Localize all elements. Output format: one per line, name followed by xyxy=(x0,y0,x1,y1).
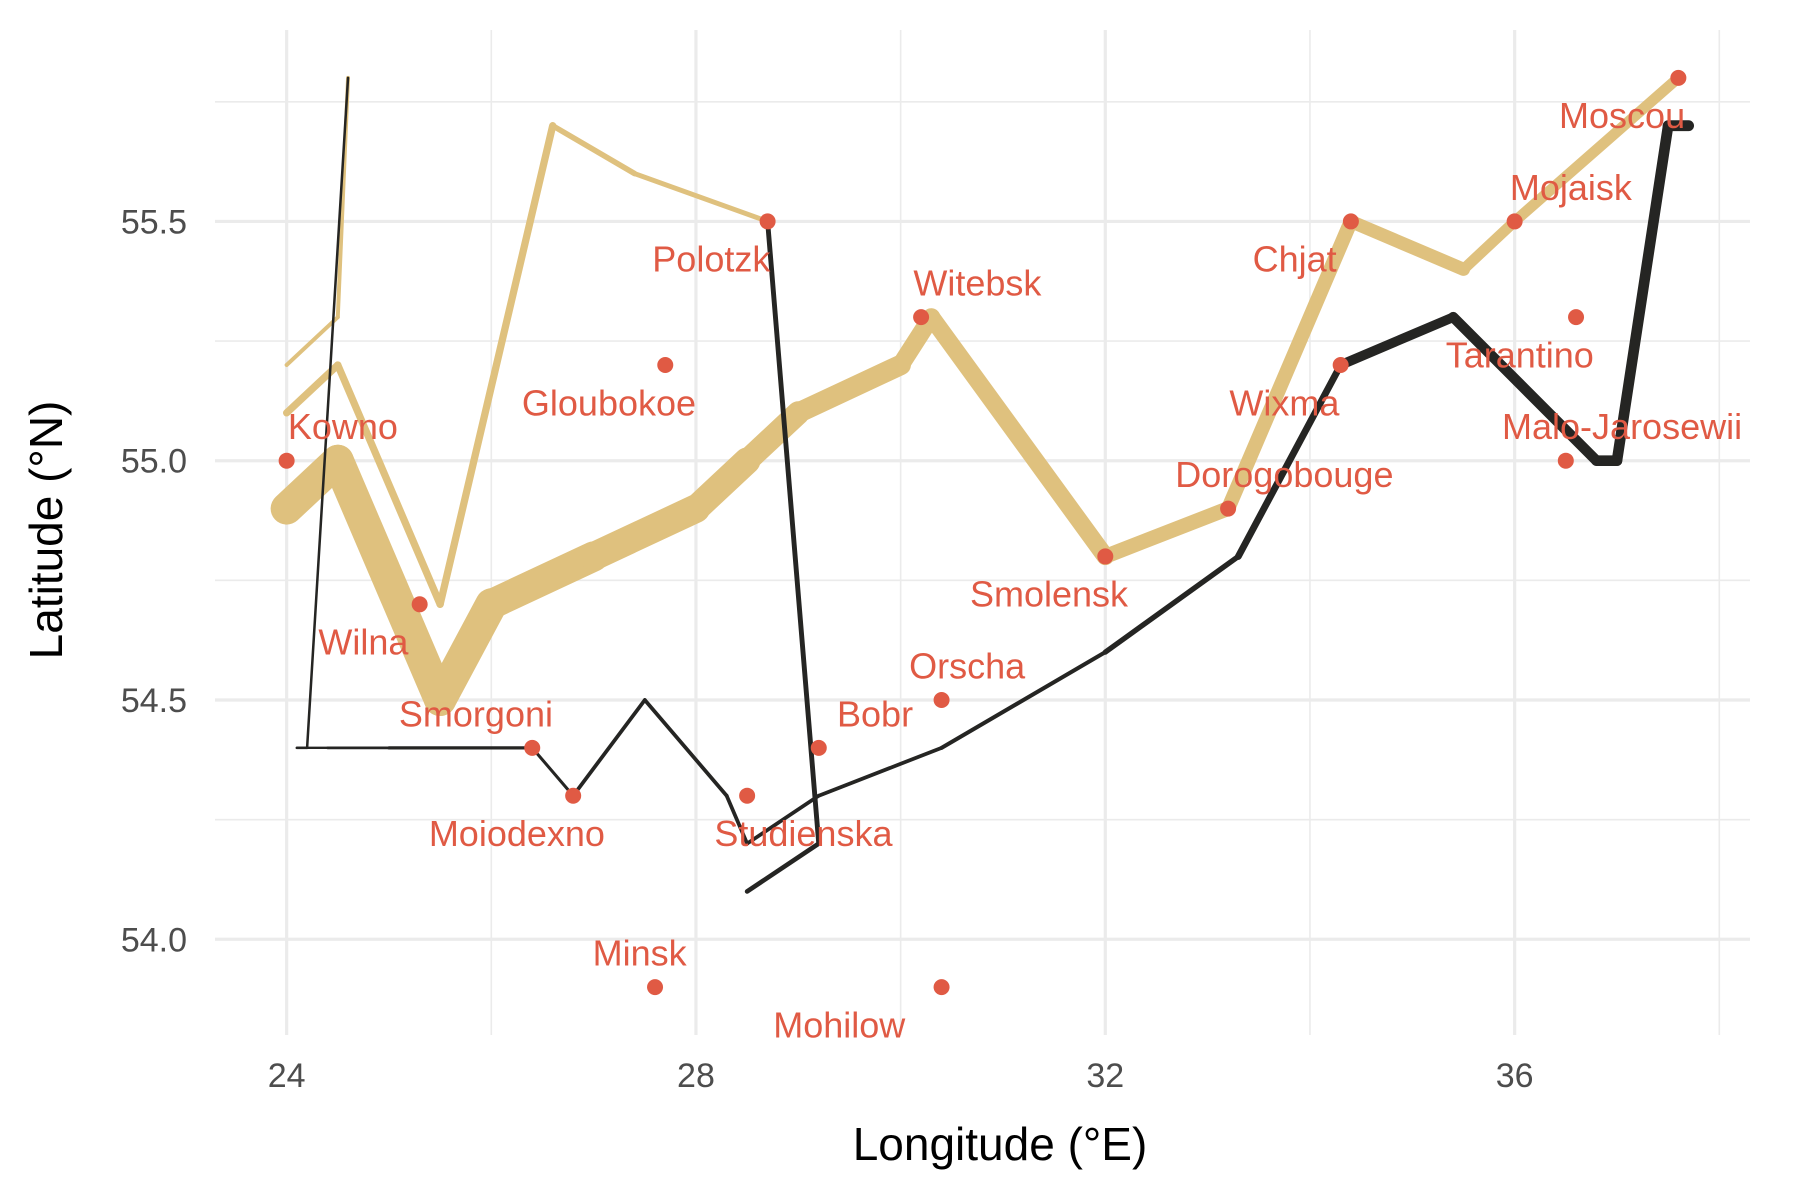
advance-path-segment xyxy=(424,588,508,716)
city-label: Smolensk xyxy=(970,574,1129,615)
x-tick-label: 28 xyxy=(677,1057,715,1095)
advance-path-segment xyxy=(1344,214,1471,276)
retreat-path-segment xyxy=(939,650,1108,750)
city-point xyxy=(759,213,776,230)
city-point xyxy=(1557,452,1574,469)
x-tick-label: 36 xyxy=(1496,1057,1534,1095)
advance-path-segment xyxy=(549,122,638,177)
x-axis-title: Longitude (°E) xyxy=(853,1118,1148,1170)
city-point xyxy=(565,787,582,804)
city-point xyxy=(1332,357,1349,373)
retreat-path-segment xyxy=(1102,553,1241,655)
city-point xyxy=(1220,500,1237,517)
city-label: Minsk xyxy=(593,933,688,974)
advance-path-segment xyxy=(1458,216,1521,275)
advance-path-segment xyxy=(891,308,941,374)
city-point xyxy=(1097,548,1114,565)
retreat-path-segment xyxy=(744,841,822,894)
city-point xyxy=(657,357,674,373)
city-point xyxy=(524,739,541,756)
y-tick-label: 54.0 xyxy=(121,921,187,959)
retreat-path-segment xyxy=(1611,120,1674,467)
y-tick-label: 55.5 xyxy=(121,203,187,241)
y-axis-title: Latitude (°N) xyxy=(20,401,72,660)
city-point xyxy=(1342,213,1359,230)
city-labels: Kowno Wilna Smorgoni Moiodexno Gloubokoe Mins… xyxy=(288,95,1742,1045)
city-label: Moiodexno xyxy=(429,813,605,854)
city-label: Witebsk xyxy=(913,263,1042,304)
y-tick-label: 54.5 xyxy=(121,682,187,720)
advance-path-segment xyxy=(682,447,761,522)
retreat-path-segment xyxy=(724,793,750,846)
city-label: Mojaisk xyxy=(1510,167,1633,208)
city-point xyxy=(933,692,950,708)
retreat-path-segment xyxy=(765,218,822,847)
advance-path-segment xyxy=(1220,214,1359,516)
advance-path-segment xyxy=(735,401,810,473)
x-tick-label: 24 xyxy=(268,1057,306,1095)
retreat-path-segment xyxy=(745,793,821,846)
city-label: Mohilow xyxy=(773,1004,906,1045)
retreat-path-segment xyxy=(816,745,944,798)
city-label: Dorogobouge xyxy=(1175,454,1393,495)
advance-path-segment xyxy=(1097,501,1236,564)
retreat-path-segment xyxy=(571,698,647,798)
city-label: Orscha xyxy=(909,646,1026,687)
city-point xyxy=(810,739,827,756)
city-point xyxy=(739,787,756,804)
advance-path-segment xyxy=(436,122,557,608)
city-point xyxy=(1568,309,1585,326)
major-gridlines xyxy=(215,30,1750,1035)
retreat-path-segment xyxy=(1335,312,1459,370)
city-point xyxy=(411,596,428,613)
retreat-path-segment xyxy=(1234,361,1345,560)
advance-path-segment xyxy=(632,171,771,224)
city-point xyxy=(647,979,664,996)
city-label: Chjat xyxy=(1253,239,1337,280)
y-axis-ticks: 54.0 54.5 55.0 55.5 xyxy=(121,203,187,959)
army-paths xyxy=(270,72,1695,894)
advance-path-segment xyxy=(284,315,340,367)
city-label: Smorgoni xyxy=(399,693,553,734)
retreat-path-segment xyxy=(530,746,575,798)
city-point xyxy=(913,309,930,326)
advance-path-segment xyxy=(922,308,1115,566)
city-point xyxy=(278,452,295,469)
city-label: Kowno xyxy=(288,406,398,447)
city-label: Gloubokoe xyxy=(522,382,696,423)
advance-path-segment xyxy=(579,494,711,571)
advance-path-segment xyxy=(788,354,911,424)
advance-path-segment xyxy=(476,541,609,620)
retreat-path-segment xyxy=(305,76,350,750)
minor-gridlines xyxy=(215,30,1750,1035)
city-points xyxy=(278,69,1687,996)
city-label: Moscou xyxy=(1559,95,1685,136)
retreat-path-segment xyxy=(1447,311,1602,466)
retreat-path-segment xyxy=(642,698,729,798)
city-label: Studienska xyxy=(714,813,893,854)
city-label: Wixma xyxy=(1229,382,1340,423)
x-axis-ticks: 24 28 32 36 xyxy=(268,1057,1534,1095)
city-label: Wilna xyxy=(318,622,409,663)
city-label: Polotzk xyxy=(652,239,771,280)
city-label: Malo-Jarosewii xyxy=(1502,406,1742,447)
y-tick-label: 55.0 xyxy=(121,443,187,481)
city-point xyxy=(1670,69,1687,86)
advance-path-segment xyxy=(334,361,444,608)
city-point xyxy=(933,979,950,996)
city-label: Tarantino xyxy=(1446,334,1594,375)
x-tick-label: 32 xyxy=(1086,1057,1124,1095)
advance-path-segment xyxy=(1509,72,1684,227)
advance-path-segment xyxy=(321,444,457,716)
city-label: Bobr xyxy=(837,693,913,734)
city-point xyxy=(1506,213,1523,230)
